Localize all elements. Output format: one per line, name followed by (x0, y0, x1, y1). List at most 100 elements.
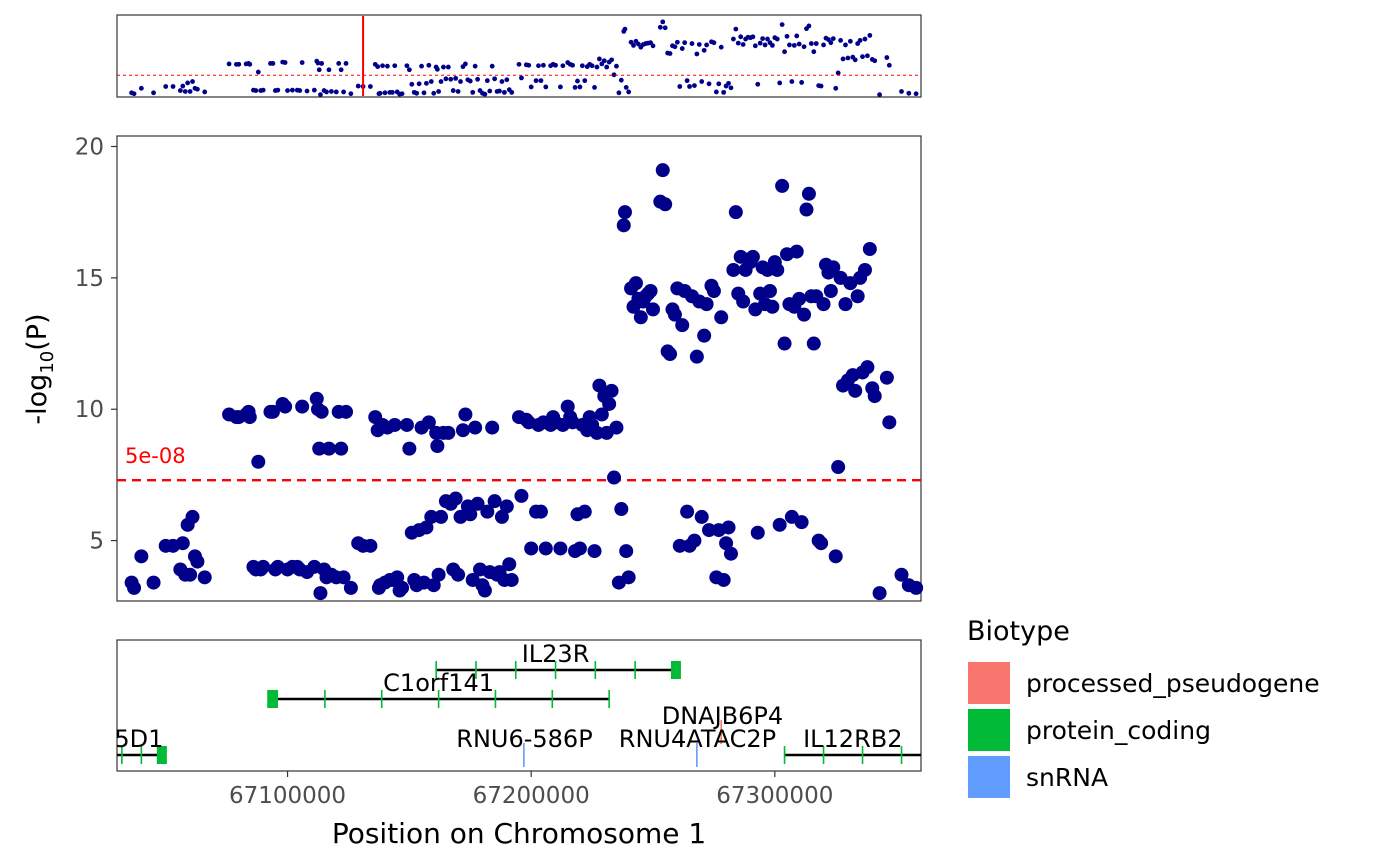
overview-point (448, 76, 454, 82)
overview-point (679, 46, 685, 51)
overview-point (738, 34, 744, 40)
overview-point (657, 24, 663, 30)
data-point (857, 262, 872, 277)
overview-point (540, 62, 546, 68)
overview-point (333, 89, 339, 95)
data-point (828, 549, 843, 564)
overview-point (750, 34, 756, 40)
data-point (850, 289, 865, 304)
y-axis-title-variable: (P) (22, 313, 53, 350)
overview-point (311, 87, 317, 93)
overview-point (830, 36, 836, 41)
overview-point (319, 61, 325, 66)
overview-point (489, 63, 495, 69)
x-axis-ticks: 67100000 67200000 67300000 (229, 771, 833, 809)
overview-panel (116, 14, 922, 98)
overview-point (604, 64, 610, 70)
overview-point (667, 51, 673, 56)
overview-point (582, 78, 588, 84)
overview-point (787, 42, 792, 48)
data-point (867, 389, 882, 404)
overview-point (455, 89, 461, 94)
overview-point (806, 23, 812, 29)
data-point (838, 297, 853, 312)
data-point (736, 294, 751, 309)
data-point (441, 425, 456, 440)
data-point (694, 509, 709, 524)
overview-point (180, 83, 186, 89)
overview-point (560, 63, 566, 69)
overview-point (260, 87, 266, 93)
exon-mark (494, 690, 497, 708)
data-point (826, 260, 841, 275)
data-point (321, 441, 336, 456)
overview-point (589, 63, 595, 69)
gene-label: IL23R (522, 640, 590, 668)
overview-point (677, 84, 683, 89)
data-point (463, 507, 478, 522)
data-point (617, 205, 632, 220)
exon-mark (861, 746, 864, 764)
overview-point (472, 63, 478, 69)
overview-point (470, 89, 476, 95)
overview-point (611, 72, 617, 78)
legend-label: protein_coding (1026, 716, 1211, 745)
overview-point (872, 58, 878, 64)
overview-point (572, 85, 578, 90)
data-point (538, 541, 553, 556)
overview-point (419, 63, 424, 69)
x-tick-label: 67200000 (473, 783, 590, 809)
exon-mark (63, 746, 65, 764)
data-point (363, 538, 378, 553)
data-point (390, 570, 405, 585)
data-point (609, 420, 624, 435)
overview-point (558, 84, 563, 90)
overview-point (406, 67, 412, 73)
overview-point (660, 19, 666, 25)
overview-point (662, 25, 668, 31)
data-point (197, 570, 212, 585)
y-tick-label: 10 (75, 397, 104, 423)
overview-point (721, 89, 727, 95)
overview-point (367, 84, 373, 89)
overview-point (631, 42, 636, 48)
overview-point (404, 63, 410, 69)
data-point (848, 383, 863, 398)
data-point (594, 407, 609, 422)
overview-point (509, 89, 515, 95)
overview-point (458, 79, 463, 84)
overview-point (616, 90, 622, 96)
overview-point (543, 84, 549, 90)
data-point (430, 439, 445, 453)
overview-point (857, 38, 863, 43)
data-point (434, 509, 449, 524)
overview-point (385, 63, 390, 69)
data-point (146, 575, 161, 590)
overview-point (445, 64, 451, 70)
data-point (792, 291, 807, 306)
overview-point (811, 49, 817, 55)
data-point (190, 554, 205, 569)
exon-mark (324, 690, 326, 708)
data-point (604, 383, 619, 398)
data-point (831, 460, 846, 475)
data-point (706, 284, 721, 298)
data-point (607, 470, 622, 485)
overview-point (341, 89, 346, 95)
data-point (789, 244, 804, 259)
small-gene-mark (696, 743, 698, 767)
exon-mark (380, 690, 383, 708)
overview-point (324, 89, 329, 95)
overview-point (713, 89, 719, 95)
regional-panel-frame (116, 135, 922, 602)
overview-panel-frame (116, 14, 922, 98)
overview-point (329, 89, 334, 94)
data-point (794, 515, 809, 530)
overview-point (434, 66, 440, 72)
overview-point (821, 42, 826, 48)
overview-point (185, 80, 191, 86)
exon-mark (475, 661, 477, 679)
legend-swatch (968, 662, 1010, 704)
overview-point (475, 76, 480, 82)
data-point (387, 417, 402, 432)
